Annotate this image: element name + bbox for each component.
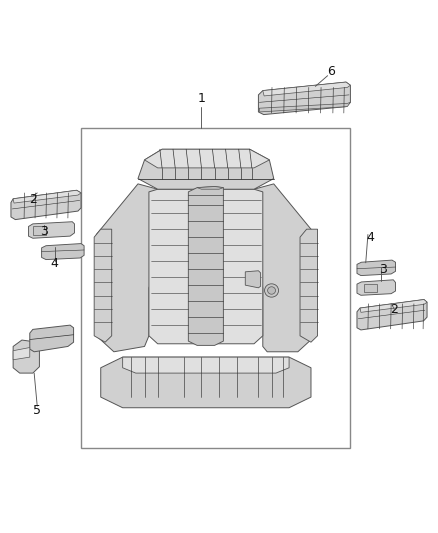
Text: 5: 5 — [33, 404, 41, 417]
Polygon shape — [300, 229, 318, 342]
Polygon shape — [259, 102, 350, 112]
Polygon shape — [13, 348, 30, 360]
Text: 4: 4 — [366, 231, 374, 244]
Text: 6: 6 — [327, 66, 335, 78]
Polygon shape — [30, 325, 74, 352]
Polygon shape — [28, 222, 74, 238]
Polygon shape — [197, 187, 223, 189]
Ellipse shape — [265, 284, 279, 297]
Ellipse shape — [268, 287, 276, 294]
Polygon shape — [254, 184, 315, 352]
Polygon shape — [357, 280, 396, 295]
Text: 2: 2 — [29, 193, 37, 206]
Polygon shape — [123, 357, 289, 373]
Polygon shape — [258, 82, 350, 115]
Polygon shape — [94, 229, 112, 342]
Bar — [81, 128, 350, 448]
Text: 4: 4 — [51, 257, 59, 270]
Polygon shape — [13, 190, 81, 203]
Polygon shape — [42, 244, 84, 260]
Polygon shape — [360, 300, 427, 312]
Polygon shape — [357, 260, 396, 276]
Polygon shape — [357, 300, 427, 330]
Polygon shape — [245, 271, 261, 288]
Bar — [364, 284, 377, 292]
Polygon shape — [263, 82, 350, 96]
Text: 3: 3 — [379, 263, 387, 276]
Polygon shape — [145, 149, 269, 168]
Bar — [33, 226, 46, 235]
Text: 3: 3 — [40, 225, 48, 238]
Polygon shape — [149, 189, 263, 344]
Polygon shape — [13, 340, 39, 373]
Polygon shape — [11, 190, 81, 220]
Polygon shape — [96, 184, 158, 352]
Text: 1: 1 — [198, 92, 205, 105]
Text: 2: 2 — [390, 303, 398, 316]
Polygon shape — [188, 187, 223, 345]
Polygon shape — [101, 357, 311, 408]
Polygon shape — [138, 149, 274, 189]
